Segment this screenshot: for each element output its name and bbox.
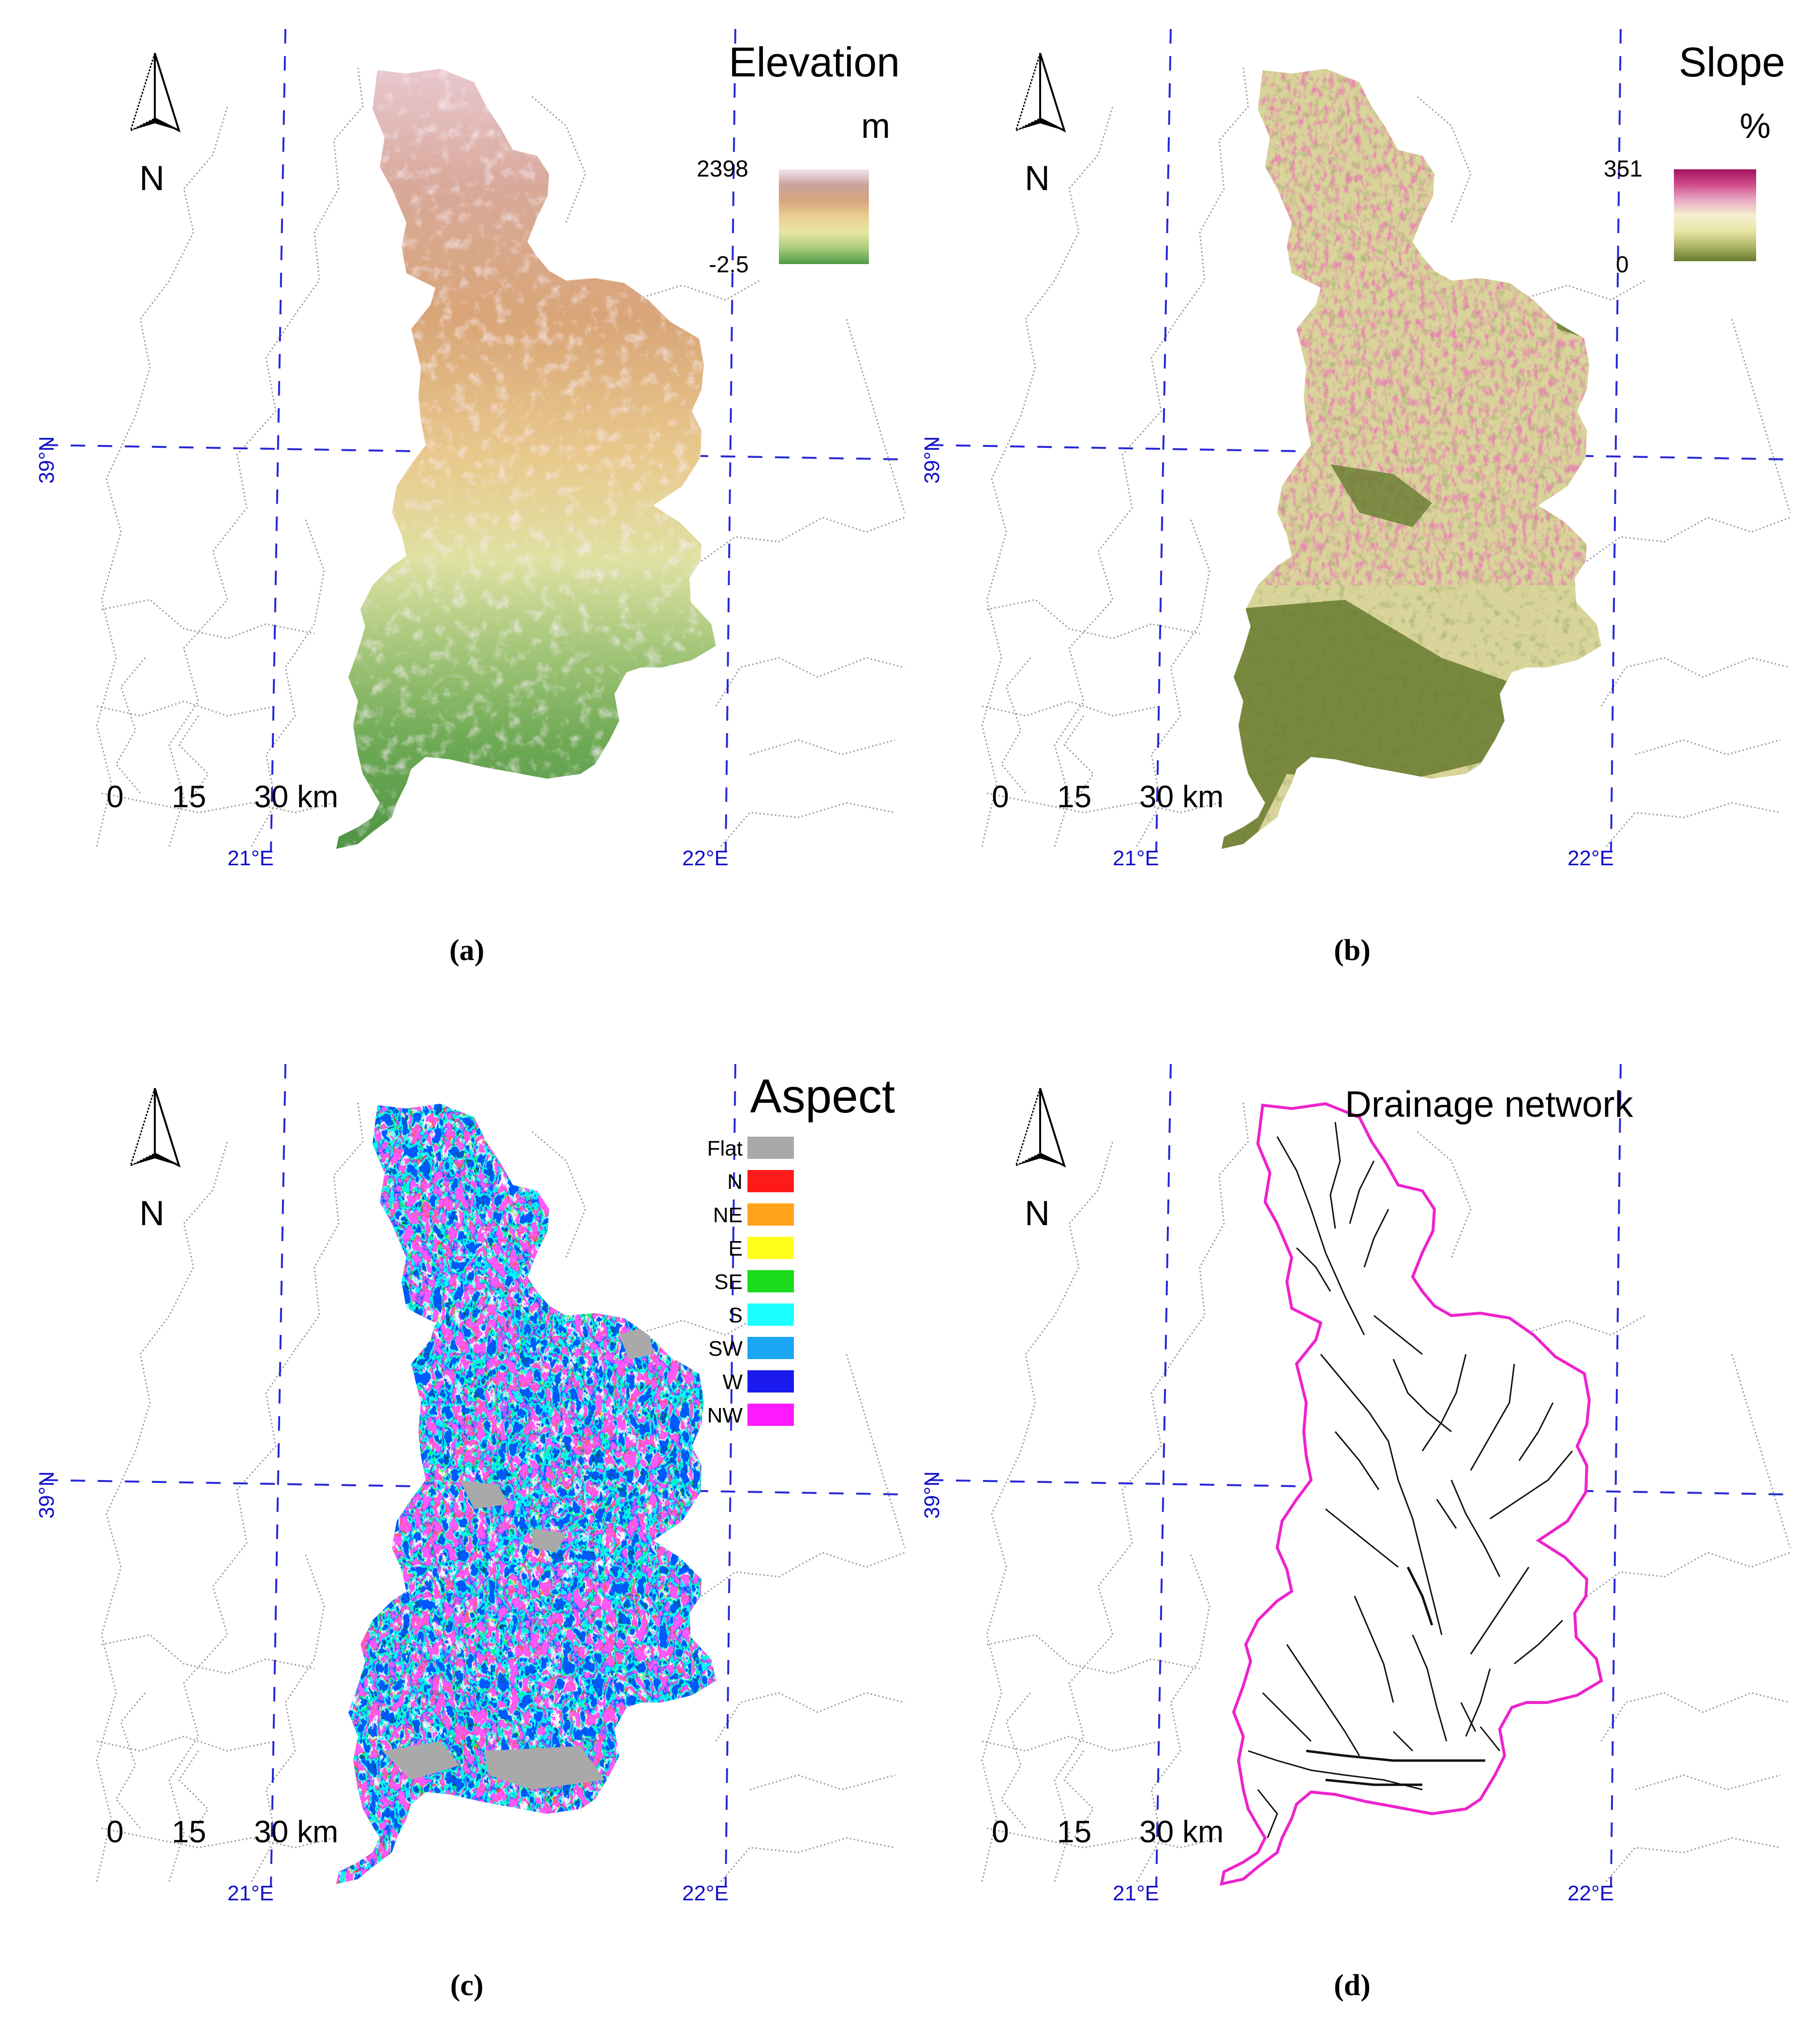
lon-label-22: 22°E	[682, 846, 729, 870]
legend-item-s: S	[631, 1303, 796, 1327]
north-label: N	[1025, 159, 1050, 198]
scale-label-0: 0	[992, 779, 1009, 814]
legend-label: E	[728, 1237, 743, 1260]
lat-label: 39°N	[920, 436, 944, 484]
legend-label: SW	[708, 1337, 743, 1361]
panel-caption: (c)	[450, 1969, 484, 2002]
scale-label-30: 30 km	[254, 779, 339, 814]
lat-label: 39°N	[35, 436, 59, 484]
panel-caption: (b)	[1334, 934, 1371, 967]
slope-map	[928, 29, 1795, 852]
scale-label-0: 0	[106, 779, 124, 814]
north-label: N	[1025, 1194, 1050, 1233]
panel-title: Aspect	[750, 1069, 895, 1123]
legend-swatch	[747, 1370, 794, 1392]
legend-swatch	[747, 1303, 794, 1326]
colorbar-max-label: 2398	[697, 156, 748, 182]
panel-drainage: N Drainage network 0 15 30 km 21°E 22°E …	[910, 1064, 1795, 2022]
legend-swatch	[747, 1270, 794, 1292]
colorbar-max-label: 351	[1604, 156, 1643, 182]
north-label: N	[139, 159, 164, 198]
panel-aspect: N Aspect Flat N NE E SE S SW W NW 0 15 30 km 21°…	[24, 1064, 910, 2022]
legend-label: Flat	[707, 1137, 743, 1160]
aspect-map	[43, 1064, 910, 1887]
colorbar	[779, 169, 869, 264]
legend-swatch	[747, 1237, 794, 1259]
panel-slope: N Slope % 351 0 0 15 30 km 21°E 22°E 39°…	[910, 29, 1795, 987]
legend-item-nw: NW	[631, 1404, 796, 1427]
panel-caption: (a)	[449, 934, 485, 967]
legend-label: S	[728, 1303, 743, 1327]
legend-item-se: SE	[631, 1270, 796, 1294]
colorbar-min-label: -2.5	[709, 252, 749, 278]
panel-elevation: N Elevation m 2398 -2.5 0 15 30 km 21°E …	[24, 29, 910, 987]
legend-swatch	[747, 1170, 794, 1192]
legend-label: N	[727, 1170, 743, 1194]
north-arrow-icon	[1014, 53, 1066, 133]
lat-label: 39°N	[920, 1471, 944, 1519]
legend-item-ne: NE	[631, 1203, 796, 1227]
legend-swatch	[747, 1203, 794, 1226]
lon-label-21: 21°E	[1113, 1881, 1159, 1905]
lon-label-22: 22°E	[1567, 846, 1614, 870]
lon-label-21: 21°E	[1113, 846, 1159, 870]
legend-item-n: N	[631, 1170, 796, 1194]
legend-label: NW	[707, 1404, 743, 1427]
lat-label: 39°N	[35, 1471, 59, 1519]
colorbar-min-label: 0	[1616, 252, 1629, 278]
lon-label-21: 21°E	[227, 846, 274, 870]
unit-label: %	[1739, 107, 1771, 146]
legend-swatch	[747, 1137, 794, 1159]
scale-label-15: 15	[172, 1814, 207, 1849]
scale-label-15: 15	[1057, 779, 1092, 814]
legend-swatch	[747, 1404, 794, 1426]
unit-label: m	[861, 107, 890, 146]
scale-label-15: 15	[1057, 1814, 1092, 1849]
north-label: N	[139, 1194, 164, 1233]
scale-label-0: 0	[992, 1814, 1009, 1849]
lon-label-22: 22°E	[682, 1881, 729, 1905]
lon-label-21: 21°E	[227, 1881, 274, 1905]
scale-label-15: 15	[172, 779, 207, 814]
legend-item-w: W	[631, 1370, 796, 1394]
north-arrow-icon	[129, 53, 181, 133]
lon-label-22: 22°E	[1567, 1881, 1614, 1905]
scale-label-30: 30 km	[1139, 779, 1224, 814]
legend-item-flat: Flat	[631, 1137, 796, 1160]
legend-item-e: E	[631, 1237, 796, 1260]
panel-title: Elevation	[729, 39, 900, 86]
legend-label: NE	[713, 1203, 743, 1227]
drainage-map	[928, 1064, 1795, 1887]
north-arrow-icon	[1014, 1088, 1066, 1168]
legend-item-sw: SW	[631, 1337, 796, 1361]
legend-swatch	[747, 1337, 794, 1359]
scale-label-30: 30 km	[254, 1814, 339, 1849]
scale-label-30: 30 km	[1139, 1814, 1224, 1849]
panel-caption: (d)	[1334, 1969, 1371, 2002]
panel-title: Slope	[1679, 39, 1785, 86]
north-arrow-icon	[129, 1088, 181, 1168]
legend-label: SE	[714, 1270, 743, 1294]
colorbar	[1674, 169, 1756, 261]
legend-label: W	[722, 1370, 743, 1394]
elevation-map	[43, 29, 910, 852]
scale-label-0: 0	[106, 1814, 124, 1849]
panel-title: Drainage network	[1345, 1084, 1633, 1125]
